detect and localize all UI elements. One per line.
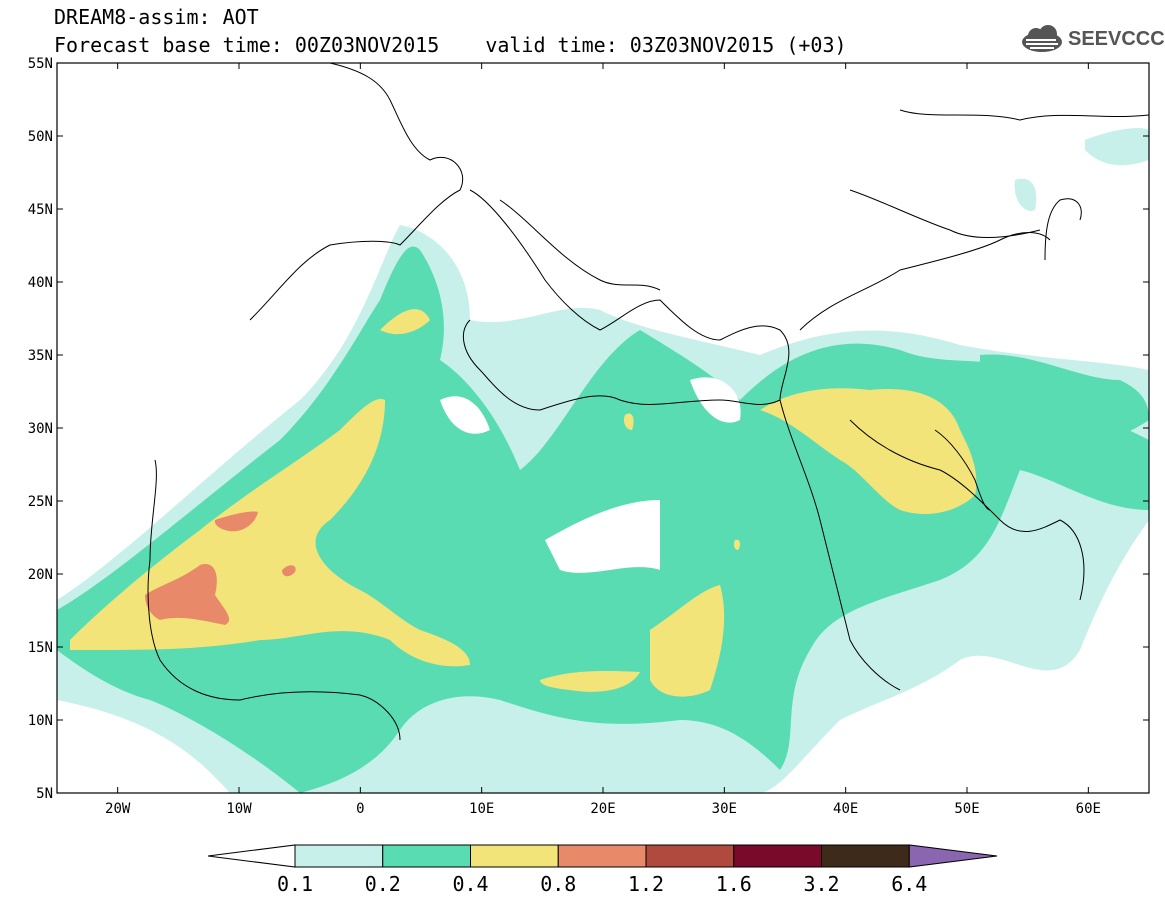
colorbar-label: 0.2: [365, 872, 401, 896]
colorbar-label: 0.8: [540, 872, 576, 896]
colorbar-segment: [733, 844, 822, 868]
colorbar-label: 1.2: [628, 872, 664, 896]
colorbar-segment: [294, 844, 384, 868]
colorbar-min-arrow: [207, 844, 296, 868]
colorbar-segment: [470, 844, 559, 868]
coastlines: [147, 63, 1149, 741]
colorbar-max-arrow: [908, 844, 998, 868]
lat-tick-label: 30N: [28, 421, 53, 437]
colorbar-segment: [382, 844, 471, 868]
lat-tick-label: 40N: [28, 275, 53, 291]
colorbar-label: 0.1: [277, 872, 313, 896]
lon-tick-label: 20E: [590, 801, 615, 817]
colorbar-label: 3.2: [803, 872, 839, 896]
aot-field: [57, 128, 1149, 793]
lat-tick-label: 55N: [28, 56, 53, 72]
lat-tick-label: 45N: [28, 202, 53, 218]
lon-tick-label: 10E: [469, 801, 494, 817]
lon-tick-label: 60E: [1076, 801, 1101, 817]
colorbar-labels: 0.1 0.2 0.4 0.8 1.2 1.6 3.2 6.4: [277, 872, 927, 896]
logo-text: SEEVCCC: [1068, 28, 1165, 50]
colorbar-label: 0.4: [452, 872, 488, 896]
aot-contour-0.8: [145, 511, 296, 625]
lon-tick-label: 50E: [954, 801, 979, 817]
lon-tick-label: 30E: [712, 801, 737, 817]
lon-tick-label: 10W: [226, 801, 252, 817]
colorbar-label: 1.6: [716, 872, 752, 896]
latitude-axis: 55N 50N 45N 40N 35N 30N 25N 20N 15N 10N 5N: [28, 56, 1149, 802]
lon-tick-label: 0: [356, 801, 364, 817]
colorbar-segment: [557, 844, 647, 868]
lon-tick-label: 20W: [105, 801, 131, 817]
lat-tick-label: 10N: [28, 713, 53, 729]
valid-time-label: valid time: 03Z03NOV2015 (+03): [485, 33, 847, 57]
colorbar: [207, 844, 998, 868]
lat-tick-label: 5N: [36, 786, 53, 802]
lon-tick-label: 40E: [833, 801, 858, 817]
lat-tick-label: 25N: [28, 494, 53, 510]
cloud-icon: [1022, 25, 1062, 52]
base-time-label: Forecast base time: 00Z03NOV2015: [54, 33, 440, 57]
lat-tick-label: 20N: [28, 567, 53, 583]
lat-tick-label: 35N: [28, 348, 53, 364]
colorbar-segment: [645, 844, 735, 868]
lat-tick-label: 15N: [28, 640, 53, 656]
colorbar-label: 6.4: [891, 872, 927, 896]
map-title: DREAM8-assim: AOT: [54, 5, 259, 29]
colorbar-segment: [821, 844, 910, 868]
lat-tick-label: 50N: [28, 129, 53, 145]
longitude-axis: 20W 10W 0 10E 20E 30E 40E 50E 60E: [105, 63, 1101, 817]
map-subtitle: Forecast base time: 00Z03NOV2015 valid ti…: [54, 34, 847, 56]
